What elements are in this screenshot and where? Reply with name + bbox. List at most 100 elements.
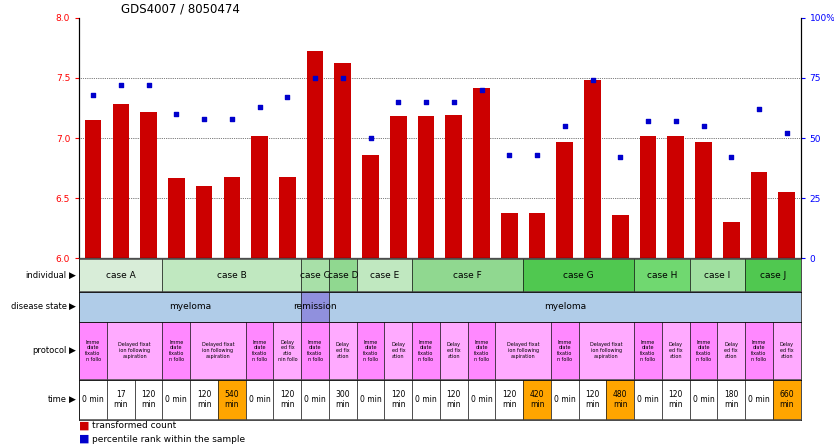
Text: transformed count: transformed count bbox=[93, 421, 177, 430]
Bar bbox=[224, 177, 240, 258]
Point bbox=[114, 82, 128, 89]
Text: 120
min: 120 min bbox=[585, 390, 600, 409]
Bar bbox=[412, 380, 440, 419]
Point bbox=[725, 154, 738, 161]
Point bbox=[169, 111, 183, 118]
Bar bbox=[501, 213, 518, 258]
Point bbox=[420, 99, 433, 106]
Bar bbox=[163, 322, 190, 379]
Point bbox=[641, 118, 655, 125]
Bar bbox=[468, 322, 495, 379]
Point bbox=[364, 135, 377, 142]
Text: 17
min: 17 min bbox=[113, 390, 128, 409]
Text: Imme
diate
fixatio
n follo: Imme diate fixatio n follo bbox=[751, 340, 766, 362]
Bar bbox=[334, 63, 351, 258]
Text: ■: ■ bbox=[79, 420, 90, 431]
Bar bbox=[584, 80, 600, 258]
Text: Delayed fixat
ion following
aspiration: Delayed fixat ion following aspiration bbox=[118, 342, 151, 359]
Text: myeloma: myeloma bbox=[544, 302, 585, 311]
Text: case H: case H bbox=[646, 270, 677, 280]
Text: 0 min: 0 min bbox=[165, 395, 187, 404]
Bar bbox=[523, 259, 634, 291]
Text: ▶: ▶ bbox=[69, 270, 76, 280]
Text: 120
min: 120 min bbox=[141, 390, 156, 409]
Text: time: time bbox=[48, 395, 67, 404]
Bar bbox=[301, 380, 329, 419]
Text: 0 min: 0 min bbox=[359, 395, 381, 404]
Bar bbox=[274, 380, 301, 419]
Point bbox=[336, 74, 349, 82]
Text: individual: individual bbox=[26, 270, 67, 280]
Bar bbox=[301, 292, 329, 321]
Bar bbox=[773, 322, 801, 379]
Text: 0 min: 0 min bbox=[415, 395, 437, 404]
Text: 120
min: 120 min bbox=[391, 390, 405, 409]
Point bbox=[198, 115, 211, 123]
Bar bbox=[412, 259, 523, 291]
Bar bbox=[723, 222, 740, 258]
Text: 480
min: 480 min bbox=[613, 390, 627, 409]
Bar bbox=[440, 322, 468, 379]
Bar bbox=[529, 213, 545, 258]
Bar bbox=[606, 380, 634, 419]
Bar bbox=[412, 322, 440, 379]
Text: protocol: protocol bbox=[33, 346, 67, 355]
Point bbox=[780, 130, 793, 137]
Point bbox=[309, 74, 322, 82]
Point bbox=[225, 115, 239, 123]
Text: 120
min: 120 min bbox=[669, 390, 683, 409]
Text: Delayed fixat
ion following
aspiration: Delayed fixat ion following aspiration bbox=[590, 342, 623, 359]
Text: Imme
diate
fixatio
n follo: Imme diate fixatio n follo bbox=[557, 340, 572, 362]
Bar bbox=[640, 136, 656, 258]
Text: ▶: ▶ bbox=[69, 302, 76, 311]
Bar bbox=[113, 104, 129, 258]
Bar bbox=[418, 116, 435, 258]
Bar bbox=[301, 322, 329, 379]
Bar bbox=[196, 186, 213, 258]
Text: Delay
ed fix
ation: Delay ed fix ation bbox=[391, 342, 405, 359]
Bar bbox=[79, 380, 107, 419]
Bar bbox=[357, 259, 412, 291]
Text: 0 min: 0 min bbox=[748, 395, 770, 404]
Bar bbox=[246, 322, 274, 379]
Bar bbox=[79, 259, 163, 291]
Text: Imme
diate
fixatio
n follo: Imme diate fixatio n follo bbox=[419, 340, 434, 362]
Bar bbox=[745, 322, 773, 379]
Text: Imme
diate
fixatio
n follo: Imme diate fixatio n follo bbox=[168, 340, 184, 362]
Text: Imme
diate
fixatio
n follo: Imme diate fixatio n follo bbox=[85, 340, 101, 362]
Bar bbox=[690, 380, 717, 419]
Bar bbox=[85, 120, 102, 258]
Bar bbox=[163, 259, 301, 291]
Bar bbox=[357, 322, 384, 379]
Text: myeloma: myeloma bbox=[169, 302, 211, 311]
Bar bbox=[468, 380, 495, 419]
Bar bbox=[445, 115, 462, 258]
Bar bbox=[612, 215, 629, 258]
Bar bbox=[579, 322, 634, 379]
Text: remission: remission bbox=[294, 302, 337, 311]
Text: 0 min: 0 min bbox=[554, 395, 575, 404]
Text: case B: case B bbox=[217, 270, 247, 280]
Bar bbox=[140, 111, 157, 258]
Bar bbox=[634, 380, 662, 419]
Text: case D: case D bbox=[328, 270, 358, 280]
Text: case I: case I bbox=[704, 270, 731, 280]
Bar bbox=[329, 292, 801, 321]
Bar bbox=[773, 380, 801, 419]
Bar bbox=[384, 380, 412, 419]
Bar bbox=[190, 322, 246, 379]
Text: Imme
diate
fixatio
n follo: Imme diate fixatio n follo bbox=[252, 340, 267, 362]
Text: 0 min: 0 min bbox=[693, 395, 715, 404]
Bar bbox=[79, 292, 301, 321]
Text: 660
min: 660 min bbox=[780, 390, 794, 409]
Text: 300
min: 300 min bbox=[335, 390, 350, 409]
Bar bbox=[662, 322, 690, 379]
Text: Imme
diate
fixatio
n follo: Imme diate fixatio n follo bbox=[474, 340, 490, 362]
Bar bbox=[307, 52, 324, 258]
Text: Imme
diate
fixatio
n follo: Imme diate fixatio n follo bbox=[363, 340, 379, 362]
Bar bbox=[690, 322, 717, 379]
Text: ■: ■ bbox=[79, 434, 90, 444]
Text: Delay
ed fix
ation: Delay ed fix ation bbox=[724, 342, 738, 359]
Text: 0 min: 0 min bbox=[304, 395, 326, 404]
Bar bbox=[362, 155, 379, 258]
